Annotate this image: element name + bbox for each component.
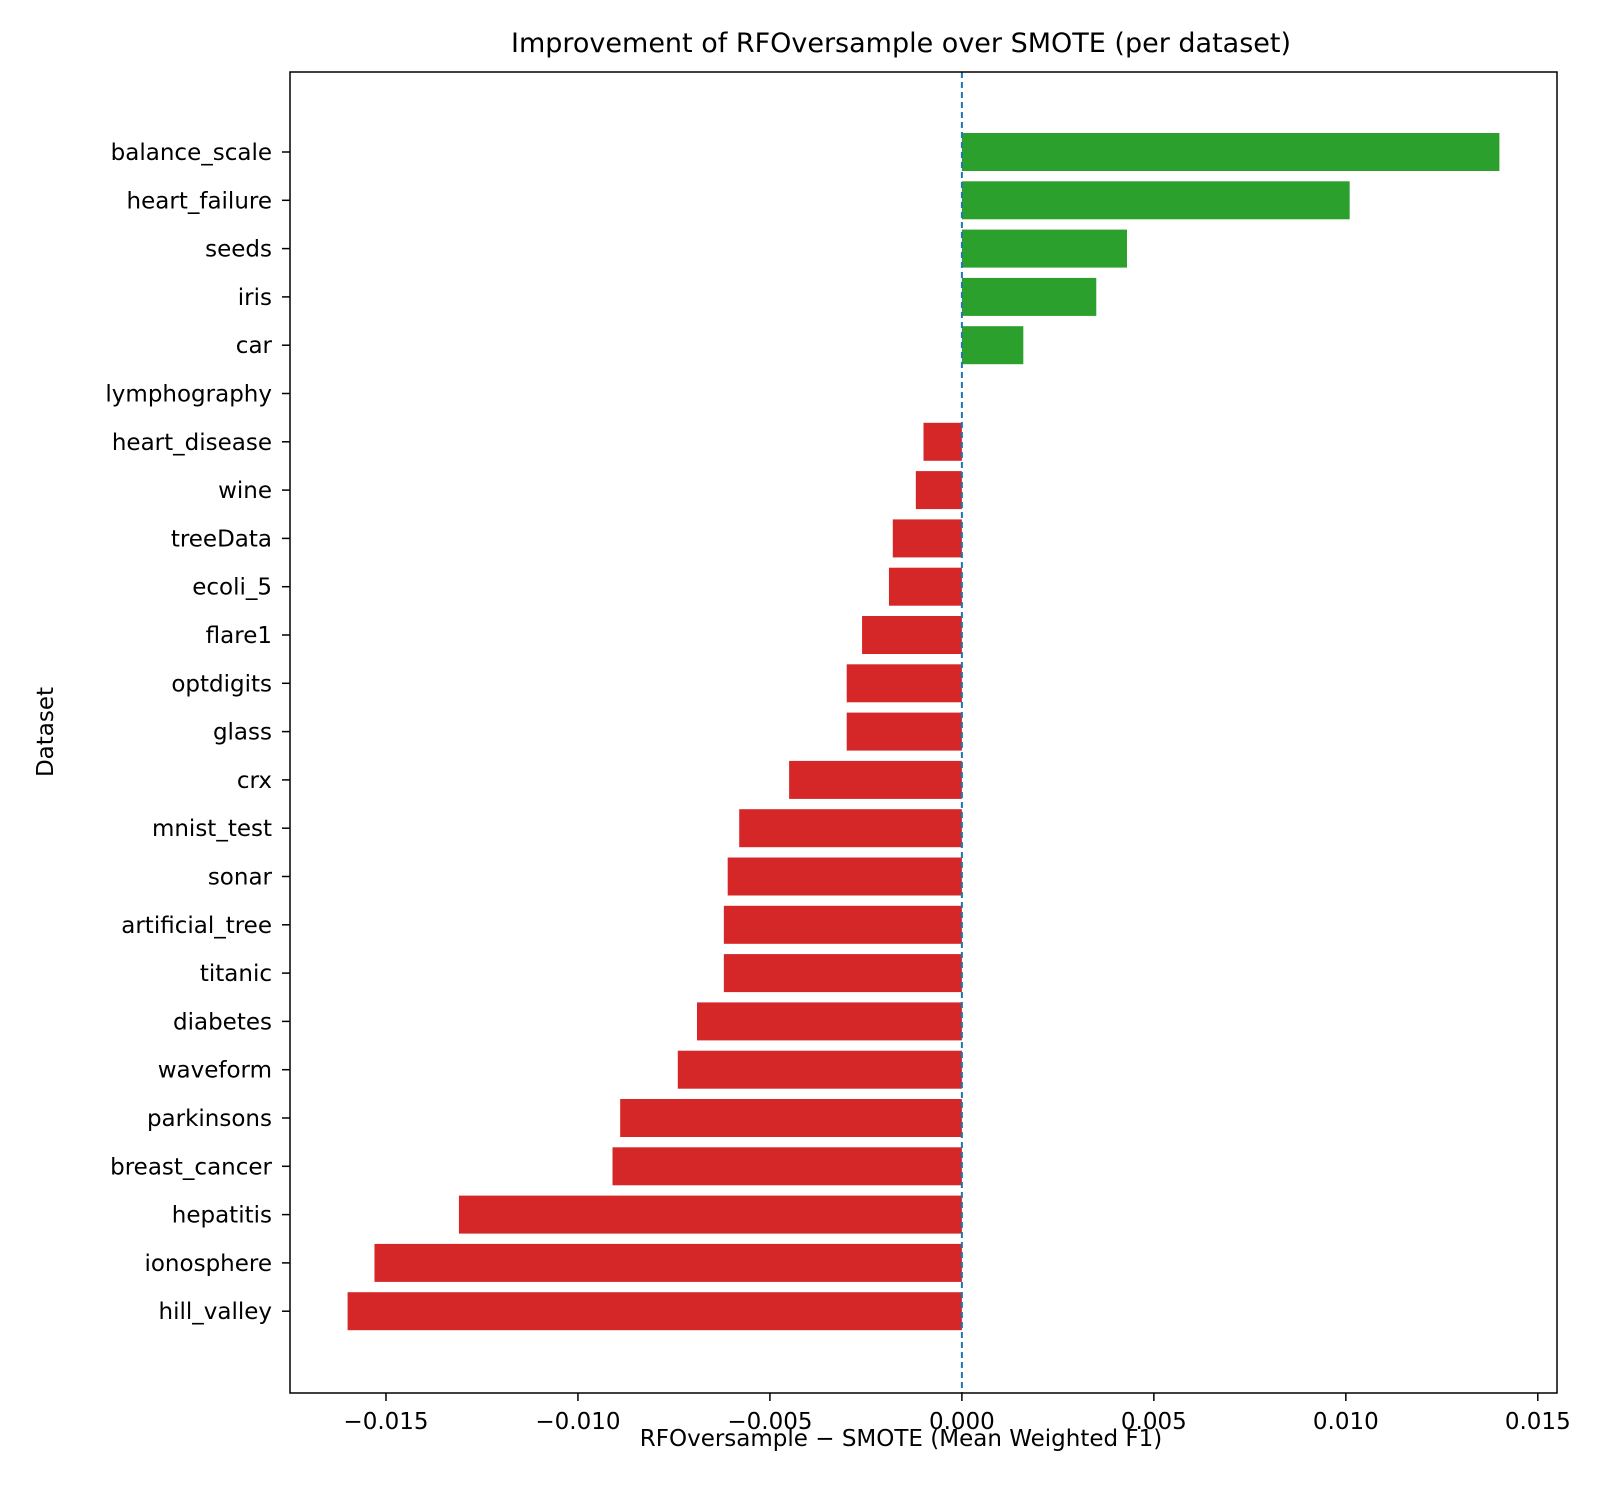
x-axis-label: RFOversample − SMOTE (Mean Weighted F1) — [640, 1426, 1162, 1452]
bar-heart_failure — [961, 181, 1350, 220]
y-tick-label: breast_cancer — [110, 1154, 272, 1180]
y-tick-label: optdigits — [171, 671, 272, 697]
x-tick-label: −0.005 — [727, 1409, 812, 1435]
y-tick-label: car — [236, 333, 273, 359]
bar-glass — [846, 712, 962, 751]
y-tick-label: heart_failure — [127, 188, 272, 214]
y-tick-label: glass — [213, 720, 272, 746]
y-tick-label: mnist_test — [152, 816, 272, 842]
bar-ionosphere — [374, 1243, 962, 1282]
y-tick-label: treeData — [171, 526, 272, 552]
bar-diabetes — [696, 1002, 962, 1041]
bar-balance_scale — [961, 133, 1500, 171]
y-tick-label: ionosphere — [144, 1251, 272, 1277]
y-tick-label: crx — [237, 768, 272, 794]
bar-optdigits — [846, 664, 962, 703]
y-tick-label: waveform — [158, 1058, 272, 1084]
bar-sonar — [727, 857, 962, 896]
y-tick-label: sonar — [208, 865, 273, 891]
bar-wine — [915, 471, 962, 510]
x-tick-label: 0.015 — [1505, 1409, 1571, 1435]
y-tick-label: artificial_tree — [121, 913, 272, 939]
bar-iris — [961, 277, 1097, 316]
bar-hepatitis — [458, 1195, 962, 1234]
bar-treeData — [892, 519, 962, 558]
y-tick-label: flare1 — [206, 623, 272, 649]
chart-title: Improvement of RFOversample over SMOTE (… — [511, 28, 1291, 59]
bar-ecoli_5 — [888, 567, 962, 606]
bar-car — [961, 326, 1024, 365]
y-tick-label: hill_valley — [159, 1299, 273, 1325]
bar-parkinsons — [620, 1099, 962, 1137]
x-tick-label: 0.005 — [1121, 1409, 1187, 1435]
bar-artificial_tree — [723, 905, 962, 944]
y-tick-label: titanic — [200, 961, 272, 987]
y-tick-label: heart_disease — [112, 430, 272, 456]
y-tick-label: wine — [218, 478, 272, 504]
y-tick-label: parkinsons — [147, 1106, 272, 1132]
bar-heart_disease — [923, 422, 962, 461]
bar-breast_cancer — [612, 1147, 962, 1186]
y-tick-label: iris — [238, 285, 272, 311]
bar-waveform — [677, 1050, 962, 1089]
y-tick-label: lymphography — [105, 382, 272, 408]
y-tick-label: ecoli_5 — [192, 575, 272, 601]
bar-titanic — [723, 954, 962, 993]
x-tick-label: 0.000 — [929, 1409, 995, 1435]
bar-hill_valley — [347, 1292, 962, 1331]
x-tick-label: −0.010 — [535, 1409, 620, 1435]
x-tick-label: −0.015 — [343, 1409, 428, 1435]
y-axis-label: Dataset — [33, 687, 59, 777]
y-tick-label: hepatitis — [172, 1203, 272, 1229]
bar-mnist_test — [739, 809, 962, 848]
y-tick-label: seeds — [205, 237, 272, 263]
y-tick-label: diabetes — [173, 1009, 272, 1035]
bar-seeds — [961, 229, 1127, 268]
x-tick-label: 0.010 — [1313, 1409, 1379, 1435]
plot-frame — [289, 71, 1558, 1394]
y-tick-label: balance_scale — [111, 140, 272, 166]
bar-flare1 — [862, 616, 962, 654]
bar-crx — [789, 760, 962, 799]
